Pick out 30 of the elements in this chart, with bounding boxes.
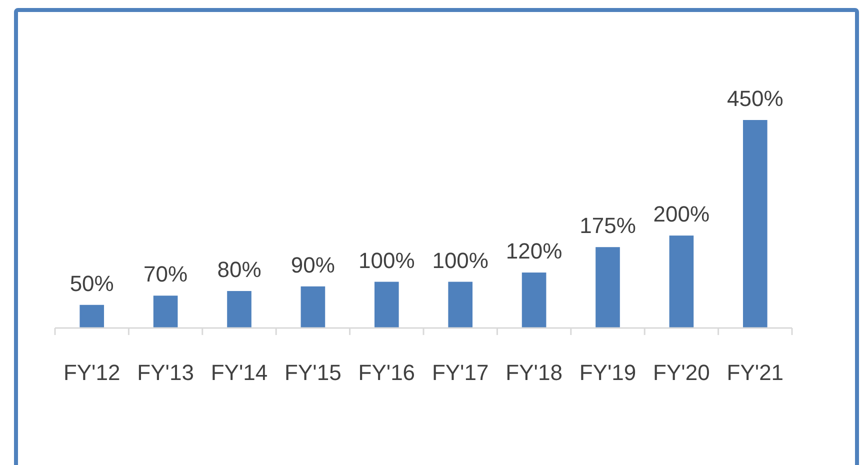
x-tick-label: FY'15 xyxy=(284,360,342,385)
data-label: 100% xyxy=(358,248,415,273)
x-tick-label: FY'18 xyxy=(506,360,562,385)
bar xyxy=(522,272,546,328)
bar xyxy=(596,247,620,328)
data-label: 175% xyxy=(580,213,636,238)
x-tick-label: FY'12 xyxy=(63,360,120,385)
x-tick-label: FY'20 xyxy=(653,360,710,385)
bar xyxy=(300,286,326,328)
x-tick-label: FY'19 xyxy=(579,360,636,385)
data-label: 100% xyxy=(432,248,488,273)
bar xyxy=(669,236,694,328)
bar xyxy=(374,282,399,328)
bar xyxy=(227,291,252,328)
data-label: 70% xyxy=(144,262,188,287)
x-tick-label: FY'21 xyxy=(726,360,784,385)
bar xyxy=(80,304,104,328)
bar xyxy=(448,282,473,328)
bar xyxy=(742,120,768,328)
data-label: 450% xyxy=(727,86,784,111)
data-label: 120% xyxy=(506,238,562,264)
x-tick-label: FY'14 xyxy=(210,360,268,385)
data-label: 50% xyxy=(70,270,114,296)
data-label: 200% xyxy=(653,202,710,227)
x-tick-label: FY'16 xyxy=(358,360,416,385)
data-label: 90% xyxy=(290,252,335,278)
bar xyxy=(153,296,178,328)
x-tick-label: FY'13 xyxy=(137,360,194,385)
x-tick-label: FY'17 xyxy=(432,360,489,385)
data-label: 80% xyxy=(217,257,262,282)
